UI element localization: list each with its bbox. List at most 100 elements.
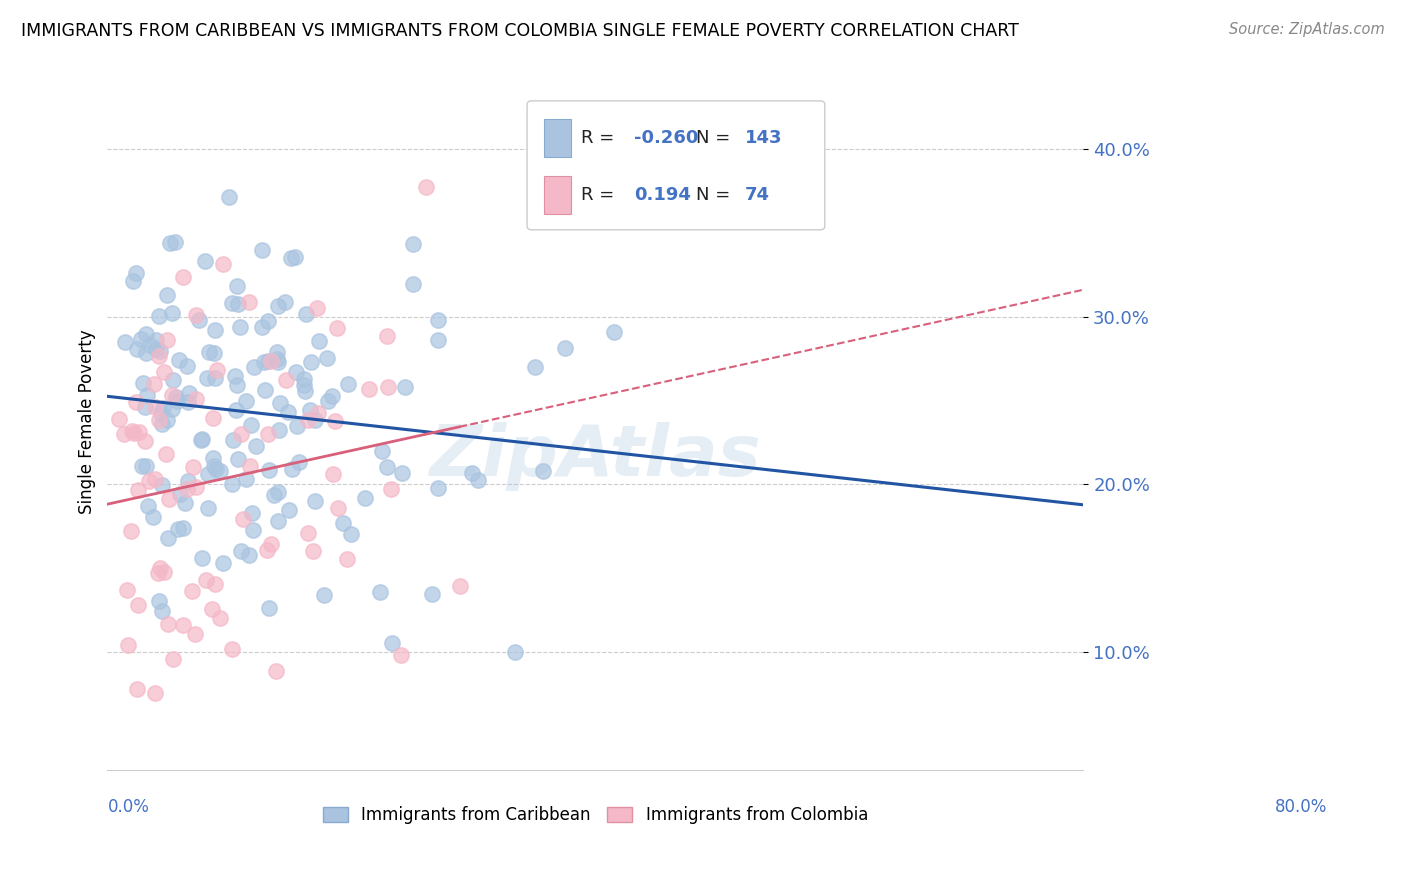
Point (274, 373, 297, 387)
Point (314, 589, 336, 603)
Point (222, 434, 245, 448)
Point (177, 474, 200, 488)
Point (503, 645, 526, 659)
Point (112, 426, 135, 441)
Point (197, 500, 219, 515)
Point (157, 617, 180, 632)
Point (174, 496, 197, 510)
Point (531, 464, 554, 478)
Point (156, 413, 179, 427)
Point (253, 355, 276, 369)
Point (335, 552, 357, 566)
Point (326, 500, 349, 515)
Point (131, 376, 153, 390)
Point (177, 394, 200, 409)
Point (115, 582, 138, 597)
Point (191, 432, 214, 446)
Point (284, 365, 307, 379)
Text: 74: 74 (745, 186, 769, 204)
Point (371, 443, 394, 458)
Bar (544, 176, 571, 214)
Point (389, 648, 412, 663)
Point (149, 561, 172, 575)
Point (297, 525, 319, 540)
Point (122, 426, 145, 441)
Point (281, 461, 304, 475)
Point (298, 403, 321, 417)
Point (160, 387, 183, 401)
Point (148, 309, 170, 323)
Point (134, 434, 156, 448)
Point (269, 395, 291, 409)
Point (228, 320, 250, 334)
Point (415, 180, 437, 194)
Point (204, 458, 226, 473)
Point (322, 467, 344, 481)
Point (554, 341, 576, 355)
Point (277, 405, 299, 419)
Point (245, 439, 267, 453)
Point (121, 424, 143, 438)
Point (172, 521, 194, 535)
Point (163, 235, 186, 250)
Point (266, 351, 288, 366)
Point (461, 466, 484, 480)
Point (292, 371, 315, 385)
Point (120, 524, 142, 538)
Point (134, 400, 156, 414)
Point (391, 466, 413, 480)
Point (449, 579, 471, 593)
Point (325, 320, 347, 334)
Point (143, 472, 166, 486)
Point (380, 482, 402, 496)
Point (305, 301, 328, 315)
Point (225, 279, 247, 293)
Point (250, 319, 273, 334)
Point (152, 401, 174, 415)
Point (332, 516, 354, 531)
Point (337, 377, 360, 392)
Point (297, 413, 319, 427)
Point (146, 566, 169, 581)
Point (252, 243, 274, 257)
Point (136, 388, 159, 402)
Point (302, 543, 325, 558)
Point (169, 353, 191, 368)
Point (225, 402, 247, 417)
Point (204, 323, 226, 337)
Point (353, 491, 375, 505)
Point (292, 378, 315, 392)
Point (239, 458, 262, 473)
Point (202, 411, 225, 425)
Point (139, 338, 162, 352)
Point (184, 480, 207, 494)
Point (184, 392, 207, 406)
Point (295, 307, 318, 321)
Point (323, 414, 346, 428)
Point (370, 585, 392, 599)
Point (127, 599, 149, 613)
Point (117, 639, 139, 653)
Point (150, 417, 173, 431)
Point (114, 334, 136, 349)
Point (202, 345, 225, 359)
Point (221, 295, 243, 310)
Point (294, 384, 316, 399)
Point (266, 344, 288, 359)
Point (135, 326, 157, 341)
Point (284, 250, 307, 264)
Point (135, 458, 157, 473)
Text: Source: ZipAtlas.com: Source: ZipAtlas.com (1229, 22, 1385, 37)
Point (209, 464, 232, 478)
Point (149, 406, 172, 420)
Point (128, 425, 150, 439)
Point (267, 514, 290, 528)
Point (257, 354, 280, 368)
Point (307, 406, 329, 420)
Point (394, 380, 416, 394)
Point (240, 506, 263, 520)
Point (191, 550, 214, 565)
Point (156, 288, 179, 302)
Point (267, 355, 290, 369)
Point (427, 313, 450, 327)
